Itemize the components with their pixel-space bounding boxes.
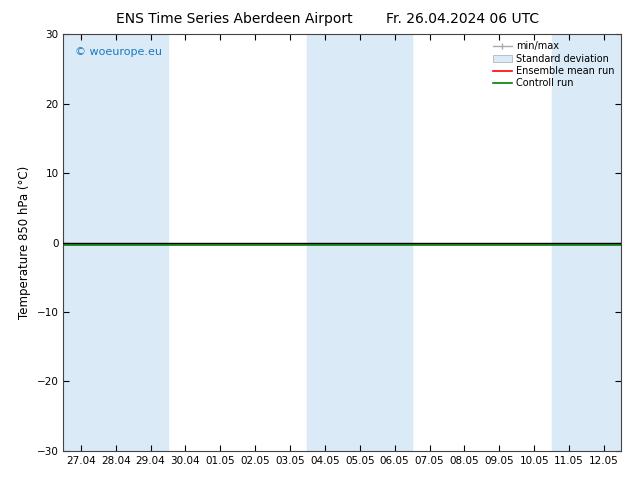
Legend: min/max, Standard deviation, Ensemble mean run, Controll run: min/max, Standard deviation, Ensemble me…: [491, 39, 616, 90]
Text: ENS Time Series Aberdeen Airport: ENS Time Series Aberdeen Airport: [116, 12, 353, 26]
Bar: [307, 34, 412, 451]
Y-axis label: Temperature 850 hPa (°C): Temperature 850 hPa (°C): [18, 166, 31, 319]
Bar: [552, 34, 621, 451]
Text: © woeurope.eu: © woeurope.eu: [75, 47, 162, 57]
Bar: [63, 34, 168, 451]
Text: Fr. 26.04.2024 06 UTC: Fr. 26.04.2024 06 UTC: [386, 12, 540, 26]
